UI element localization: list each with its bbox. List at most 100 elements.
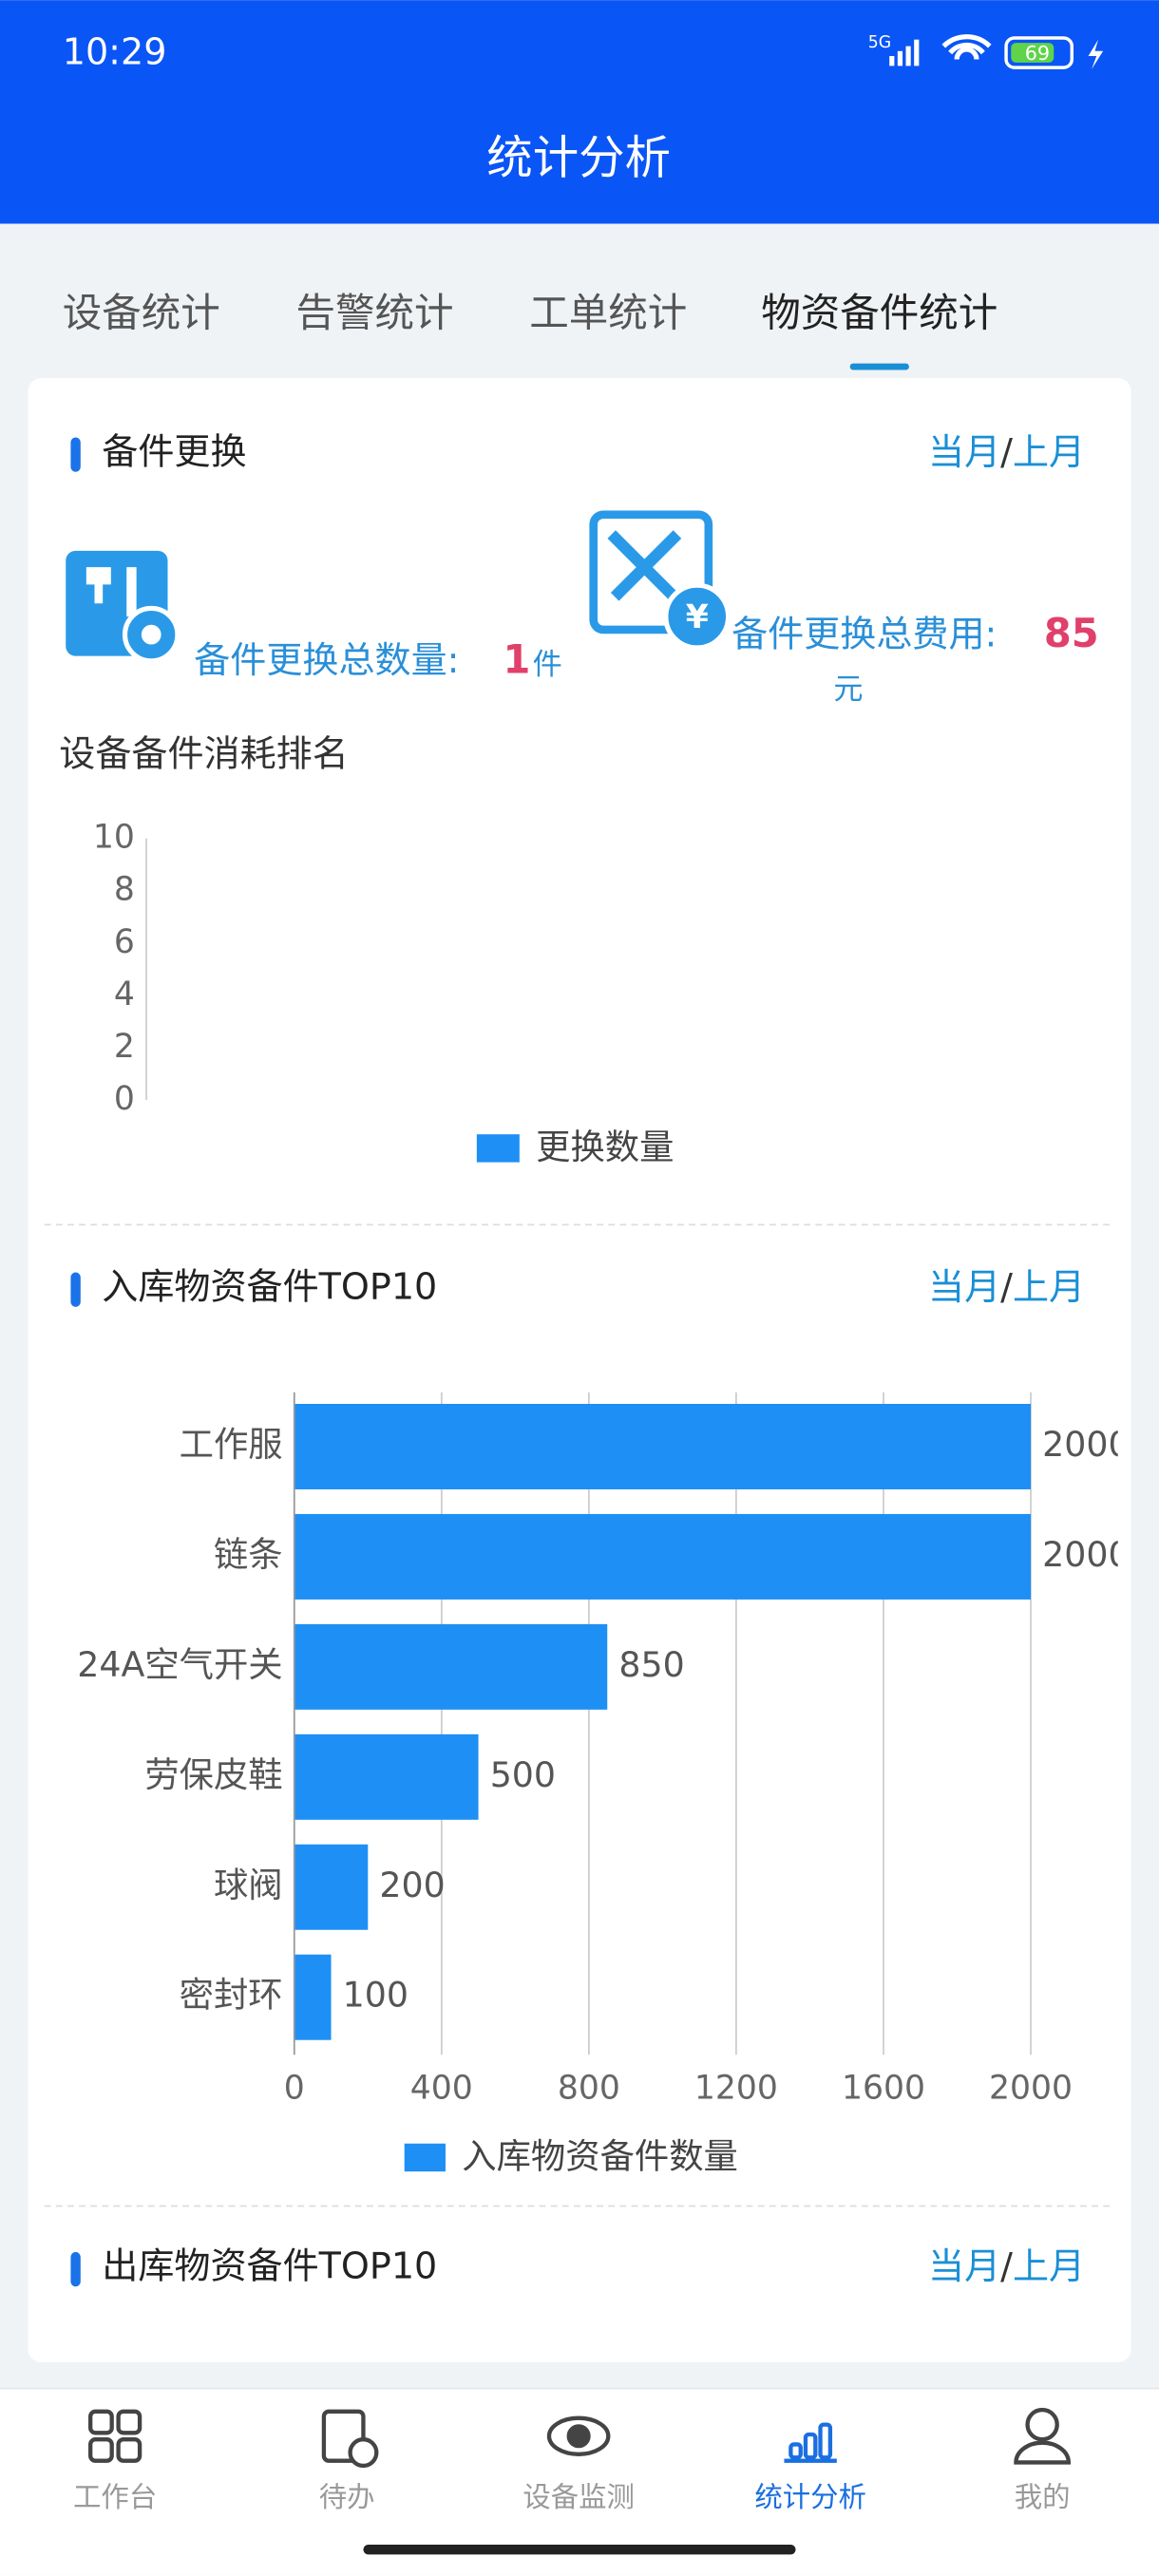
current-month[interactable]: 当月 [928, 430, 1000, 472]
count-value: 1 [504, 636, 531, 683]
value-label: 850 [618, 1644, 684, 1685]
icon-part [321, 2409, 366, 2463]
svg-text:¥: ¥ [686, 598, 709, 636]
nav-label: 设备监测 [522, 2481, 635, 2513]
y-tick-label: 2 [114, 1028, 135, 1066]
count-unit: 件 [533, 648, 562, 682]
parts-cost-icon: ¥ [589, 510, 732, 651]
chart-title: 设备备件消耗排名 [59, 733, 349, 775]
x-tick-label: 1200 [694, 2070, 778, 2108]
bar [294, 1844, 369, 1930]
tab[interactable]: 工单统计 [529, 289, 687, 335]
battery-level [1011, 43, 1054, 63]
value-label: 200 [379, 1865, 445, 1905]
legend-label: 入库物资备件数量 [462, 2135, 738, 2176]
value-label: 500 [490, 1754, 556, 1795]
nav-item[interactable]: 工作台 [73, 2409, 157, 2513]
icon-part [116, 2437, 142, 2463]
icon-part [88, 2437, 114, 2463]
home-indicator [363, 2544, 796, 2555]
previous-month[interactable]: 上月 [1013, 1265, 1085, 1307]
previous-month[interactable]: 上月 [1013, 2245, 1085, 2287]
nav-label: 我的 [1015, 2481, 1071, 2513]
battery-outline [1004, 36, 1074, 69]
nav-icon [1014, 2407, 1071, 2465]
nav-item[interactable]: 我的 [1014, 2407, 1071, 2513]
tab-indicator [849, 363, 909, 370]
period-switch: 当月/上月 [928, 1265, 1085, 1307]
current-month[interactable]: 当月 [928, 2245, 1000, 2287]
consumption-chart: 0 2 4 6 8 10 更换数量 [93, 819, 674, 1167]
section-title: 出库物资备件TOP10 [102, 2245, 437, 2287]
nav-item[interactable]: 待办 [319, 2409, 379, 2513]
nav-label: 待办 [319, 2481, 375, 2513]
separator: / [1000, 430, 1013, 472]
nav-items: 工作台 待办 设备监测 统计分析 我的 [73, 2407, 1071, 2513]
nav-label: 统计分析 [754, 2481, 866, 2513]
y-tick-label: 24A空气开关 [77, 1644, 282, 1685]
y-tick-label: 链条 [214, 1534, 283, 1575]
legend-swatch [404, 2143, 446, 2172]
count-label: 备件更换总数量: [194, 639, 459, 681]
x-tick-label: 1600 [842, 2070, 925, 2108]
nav-icon [321, 2409, 379, 2469]
section-title: 入库物资备件TOP10 [102, 1265, 437, 1307]
parts-count-icon [66, 550, 180, 664]
y-tick-label: 6 [114, 923, 135, 961]
nav-icon [88, 2409, 142, 2463]
y-tick-label: 工作服 [180, 1424, 283, 1465]
bar [294, 1623, 608, 1710]
icon-part [1014, 2440, 1071, 2465]
legend-label: 更换数量 [536, 1127, 674, 1167]
nav-item[interactable]: 设备监测 [522, 2415, 635, 2513]
bar [294, 1733, 479, 1820]
icon-part [788, 2442, 803, 2460]
legend-swatch [476, 1134, 520, 1163]
icon-part [803, 2432, 818, 2460]
y-tick-label: 0 [114, 1080, 135, 1118]
cost-unit: 元 [833, 672, 863, 707]
y-tick-label: 10 [93, 819, 135, 857]
x-tick-label: 0 [284, 2070, 305, 2108]
section-title: 备件更换 [102, 430, 246, 472]
tab-bar: 设备统计 告警统计 工单统计 物资备件统计 [63, 289, 998, 370]
cost-value: 85 [1044, 610, 1099, 656]
value-label: 2000 [1042, 1424, 1130, 1465]
separator: / [1000, 2245, 1013, 2287]
bar [294, 1404, 1032, 1489]
tab[interactable]: 告警统计 [295, 289, 453, 335]
icon-part [116, 2409, 142, 2435]
period-switch: 当月/上月 [928, 2245, 1085, 2287]
separator: / [1000, 1265, 1013, 1307]
icon-part [566, 2424, 591, 2449]
period-switch: 当月/上月 [928, 430, 1085, 472]
cost-label: 备件更换总费用: [732, 613, 997, 654]
app-bar [0, 0, 1159, 224]
battery-text: 69 [1025, 42, 1050, 65]
section-marker [70, 2251, 81, 2287]
status-time: 10:29 [63, 31, 167, 73]
y-tick-label: 劳保皮鞋 [144, 1754, 282, 1795]
x-tick-label: 400 [410, 2070, 473, 2108]
signal-icon [889, 39, 920, 66]
charging-icon [1088, 39, 1104, 69]
current-month[interactable]: 当月 [928, 1265, 1000, 1307]
icon-part [348, 2437, 379, 2469]
tab[interactable]: 物资备件统计 [761, 289, 998, 335]
status-network: 5G [868, 33, 891, 52]
bar [294, 1513, 1032, 1600]
tab[interactable]: 设备统计 [63, 289, 220, 335]
x-tick-label: 2000 [989, 2070, 1073, 2108]
y-tick-label: 8 [114, 871, 135, 909]
x-tick-label: 800 [558, 2070, 620, 2108]
nav-icon [546, 2415, 611, 2456]
bar [294, 1954, 332, 2040]
section-marker [70, 437, 81, 472]
nav-item[interactable]: 统计分析 [754, 2422, 866, 2513]
nav-label: 工作台 [73, 2481, 157, 2513]
icon-part [546, 2415, 611, 2456]
previous-month[interactable]: 上月 [1013, 430, 1085, 472]
